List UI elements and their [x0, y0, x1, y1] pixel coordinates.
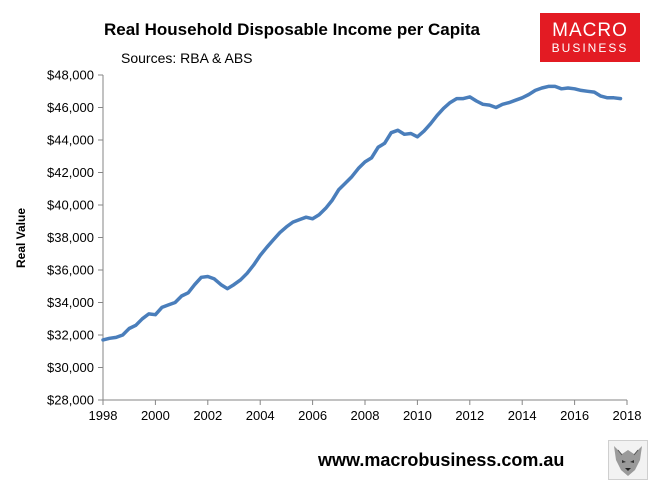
y-axis-ticks: $28,000 $30,000 $32,000 $34,000 $36,000 $38,0…	[47, 68, 103, 408]
wolf-logo-icon	[608, 440, 648, 480]
series-line	[101, 84, 623, 342]
y-tick-label: $42,000	[47, 165, 94, 180]
x-tick-label: 2000	[141, 408, 170, 423]
macrobusiness-logo[interactable]: MACRO BUSINESS	[540, 13, 640, 62]
y-tick-label: $40,000	[47, 198, 94, 213]
series-group	[101, 84, 623, 342]
chart-title: Real Household Disposable Income per Cap…	[104, 20, 480, 39]
y-tick-label: $38,000	[47, 230, 94, 245]
y-tick-label: $32,000	[47, 328, 94, 343]
y-tick-label: $36,000	[47, 263, 94, 278]
x-tick-label: 2018	[613, 408, 642, 423]
logo-text-macro: MACRO	[552, 19, 628, 41]
x-tick-label: 2014	[508, 408, 537, 423]
y-tick-label: $48,000	[47, 68, 94, 83]
x-axis-ticks: 1998 2000 2002 2004 2006 2008 2010 2012 2014 2016…	[89, 400, 642, 423]
logo-text-business: BUSINESS	[551, 40, 629, 55]
y-tick-label: $34,000	[47, 295, 94, 310]
y-tick-label: $28,000	[47, 393, 94, 408]
footer-url-link[interactable]: www.macrobusiness.com.au	[318, 450, 565, 470]
chart-axes	[102, 75, 627, 401]
x-tick-label: 2008	[351, 408, 380, 423]
x-tick-label: 2012	[455, 408, 484, 423]
y-tick-label: $46,000	[47, 100, 94, 115]
y-tick-label: $30,000	[47, 360, 94, 375]
y-tick-label: $44,000	[47, 133, 94, 148]
chart-subtitle: Sources: RBA & ABS	[121, 50, 253, 66]
x-tick-label: 1998	[89, 408, 118, 423]
x-tick-label: 2004	[246, 408, 275, 423]
x-tick-label: 2010	[403, 408, 432, 423]
x-tick-label: 2002	[193, 408, 222, 423]
x-tick-label: 2016	[560, 408, 589, 423]
x-tick-label: 2006	[298, 408, 327, 423]
